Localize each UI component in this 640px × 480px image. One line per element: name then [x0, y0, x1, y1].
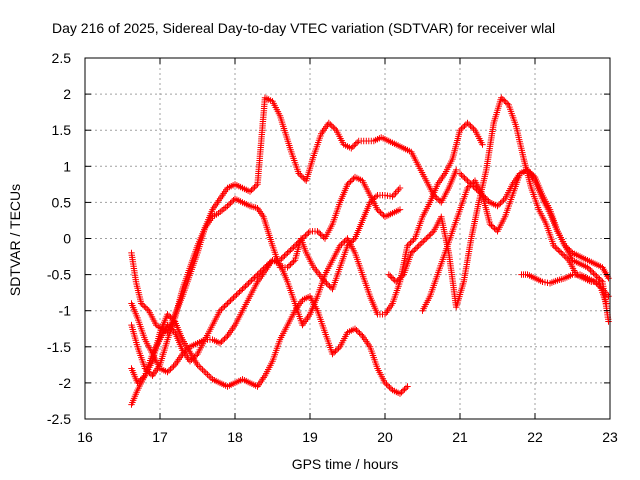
x-tick-label: 18	[227, 429, 243, 445]
chart-title: Day 216 of 2025, Sidereal Day-to-day VTE…	[52, 20, 555, 36]
series-markers	[456, 166, 612, 282]
y-tick-label: 2	[63, 86, 71, 102]
y-tick-label: 0.5	[52, 194, 72, 210]
x-tick-label: 19	[302, 429, 318, 445]
x-tick-label: 16	[77, 429, 93, 445]
series-markers	[128, 94, 460, 379]
x-tick-label: 21	[452, 429, 468, 445]
y-tick-label: 2.5	[52, 50, 72, 66]
series-track-9	[518, 271, 612, 300]
series-markers	[385, 94, 610, 311]
axis-ticks: 16 17 18 19 20 21 22 23 2.5 2 1.5 1 0.5 0 -0.5 -1 -1.5 -2…	[47, 50, 618, 445]
series-markers	[518, 271, 612, 300]
series-markers	[128, 184, 404, 336]
series-track-5	[128, 119, 486, 376]
series-track-6	[385, 94, 610, 311]
y-axis-label: SDTVAR / TECUs	[7, 184, 23, 296]
y-tick-label: 0	[63, 231, 71, 247]
x-tick-label: 23	[602, 429, 618, 445]
data-points	[128, 94, 612, 408]
y-tick-label: -2.5	[47, 411, 71, 427]
x-tick-label: 17	[152, 429, 168, 445]
y-tick-label: -1.5	[47, 339, 71, 355]
x-tick-label: 22	[527, 429, 543, 445]
y-tick-label: -0.5	[47, 267, 71, 283]
y-tick-label: 1	[63, 158, 71, 174]
series-track-3	[128, 293, 411, 397]
series-track-2	[128, 94, 460, 379]
series-track-8	[456, 166, 612, 282]
y-tick-label: -1	[59, 303, 72, 319]
series-markers	[128, 119, 486, 376]
x-axis-label: GPS time / hours	[292, 456, 399, 472]
y-tick-label: 1.5	[52, 122, 72, 138]
series-markers	[128, 293, 411, 397]
series-track-1	[128, 184, 404, 336]
y-tick-label: -2	[59, 375, 72, 391]
x-tick-label: 20	[377, 429, 393, 445]
